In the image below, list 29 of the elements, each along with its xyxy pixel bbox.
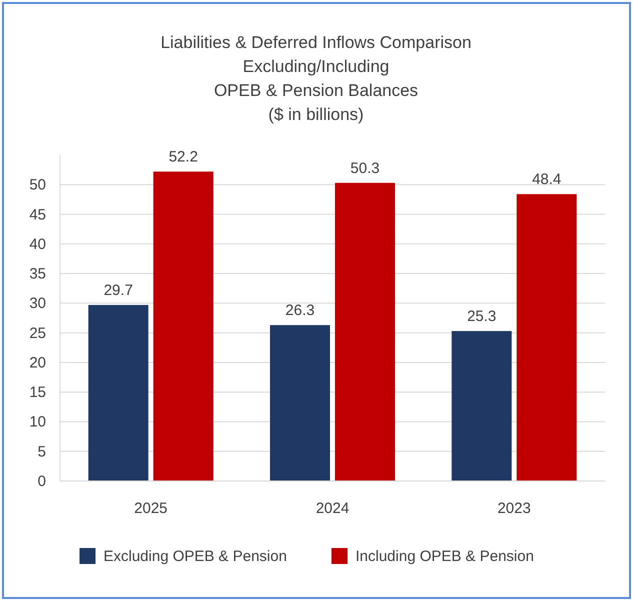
x-tick-label: 2024 bbox=[316, 500, 350, 517]
y-tick-label: 30 bbox=[29, 295, 46, 312]
y-tick-label: 45 bbox=[29, 206, 46, 224]
y-tick-label: 5 bbox=[38, 443, 46, 460]
bar bbox=[88, 304, 148, 481]
y-tick-label: 0 bbox=[38, 473, 46, 490]
data-label: 50.3 bbox=[350, 160, 380, 177]
bar bbox=[270, 325, 330, 481]
y-tick-label: 10 bbox=[29, 414, 46, 431]
x-tick-label: 2023 bbox=[497, 500, 531, 517]
y-tick-label: 15 bbox=[29, 384, 46, 402]
y-tick-label: 35 bbox=[29, 266, 46, 283]
bar bbox=[335, 182, 395, 481]
chart-title: Liabilities & Deferred Inflows Comparison Excluding/Including OPEB & Pension Balances ($ in billions) bbox=[160, 33, 472, 124]
y-tick-label: 50 bbox=[29, 176, 46, 194]
data-label: 26.3 bbox=[285, 302, 315, 320]
legend-label: Including OPEB & Pension bbox=[356, 548, 534, 565]
data-label: 52.2 bbox=[168, 148, 198, 166]
data-label: 48.4 bbox=[532, 171, 562, 188]
legend-label: Excluding OPEB & Pension bbox=[104, 548, 287, 565]
bar bbox=[153, 172, 214, 481]
x-tick-label: 2025 bbox=[134, 500, 168, 517]
y-tick-label: 40 bbox=[29, 236, 46, 253]
data-label: 25.3 bbox=[467, 308, 496, 326]
data-label: 29.7 bbox=[104, 282, 133, 299]
y-tick-label: 20 bbox=[29, 354, 46, 372]
y-tick-label: 25 bbox=[29, 324, 46, 342]
bar bbox=[452, 331, 512, 481]
bar bbox=[516, 194, 577, 481]
